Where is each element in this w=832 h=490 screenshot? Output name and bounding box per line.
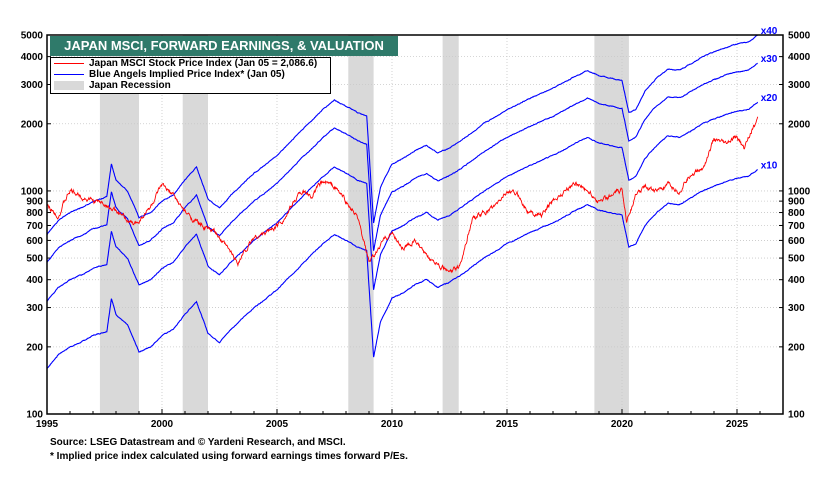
- y-tick-label-left: 200: [26, 342, 43, 353]
- y-tick-label-right: 300: [788, 303, 805, 314]
- y-tick-label-right: 500: [788, 254, 805, 265]
- legend-label: Blue Angels Implied Price Index* (Jan 05…: [89, 69, 285, 80]
- source-note: Source: LSEG Datastream and © Yardeni Re…: [50, 437, 346, 448]
- legend-label: Japan Recession: [89, 80, 171, 91]
- price-index-line: [46, 116, 759, 274]
- y-tick-label-left: 900: [26, 197, 43, 208]
- y-tick-label-left: 5000: [21, 31, 44, 42]
- x-tick-label: 2005: [266, 419, 289, 430]
- y-tick-label-right: 200: [788, 342, 805, 353]
- x-tick-label: 2020: [611, 419, 634, 430]
- legend-item-recession: Japan Recession: [51, 80, 330, 91]
- implied-line-x40: [46, 34, 759, 235]
- recession-band: [182, 35, 208, 414]
- x-tick-label: 2010: [381, 419, 404, 430]
- y-tick-label-left: 3000: [21, 80, 44, 91]
- y-tick-label-right: 400: [788, 275, 805, 286]
- y-tick-label-left: 300: [26, 303, 43, 314]
- y-tick-label-left: 700: [26, 221, 43, 232]
- y-tick-label-right: 700: [788, 221, 805, 232]
- plot-frame: [46, 34, 784, 415]
- legend-swatch-gray: [54, 81, 84, 90]
- implied-line-x30: [46, 62, 758, 263]
- implied-line-x20: [46, 101, 759, 302]
- y-tick-label-right: 3000: [788, 80, 811, 91]
- implied-label-x20: x20: [761, 93, 778, 104]
- y-tick-label-left: 500: [26, 254, 43, 265]
- implied-label-x40: x40: [761, 26, 778, 37]
- x-tick-label: 1995: [36, 419, 59, 430]
- recession-band: [442, 35, 459, 414]
- x-tick-label: 2015: [496, 419, 519, 430]
- chart-title: JAPAN MSCI, FORWARD EARNINGS, & VALUATIO…: [50, 36, 398, 56]
- y-tick-label-right: 600: [788, 236, 805, 247]
- y-tick-label-right: 4000: [788, 52, 811, 63]
- y-tick-label-left: 1000: [21, 186, 44, 197]
- y-tick-label-left: 600: [26, 236, 43, 247]
- legend-item-price: Japan MSCI Stock Price Index (Jan 05 = 2…: [51, 58, 330, 69]
- x-tick-label: 2025: [726, 419, 749, 430]
- y-tick-label-left: 2000: [21, 119, 44, 130]
- y-tick-label-left: 400: [26, 275, 43, 286]
- y-tick-label-right: 2000: [788, 119, 811, 130]
- y-tick-label-left: 4000: [21, 52, 44, 63]
- legend-item-implied: Blue Angels Implied Price Index* (Jan 05…: [51, 69, 330, 80]
- implied-label-x30: x30: [761, 54, 778, 65]
- y-tick-label-right: 900: [788, 197, 805, 208]
- implied-line-x10: [46, 169, 759, 369]
- y-tick-label-right: 100: [788, 410, 805, 421]
- footnote: * Implied price index calculated using f…: [50, 451, 408, 462]
- y-tick-label-right: 5000: [788, 31, 811, 42]
- y-tick-label-left: 100: [26, 410, 43, 421]
- legend: Japan MSCI Stock Price Index (Jan 05 = 2…: [50, 57, 331, 94]
- y-tick-label-left: 800: [26, 208, 43, 219]
- x-tick-label: 2000: [151, 419, 174, 430]
- y-tick-label-right: 800: [788, 208, 805, 219]
- legend-swatch-red: [54, 63, 84, 64]
- legend-label: Japan MSCI Stock Price Index (Jan 05 = 2…: [89, 58, 318, 69]
- implied-label-x10: x10: [761, 160, 778, 171]
- recession-band: [594, 35, 629, 414]
- y-tick-label-right: 1000: [788, 186, 811, 197]
- legend-swatch-blue: [54, 74, 84, 75]
